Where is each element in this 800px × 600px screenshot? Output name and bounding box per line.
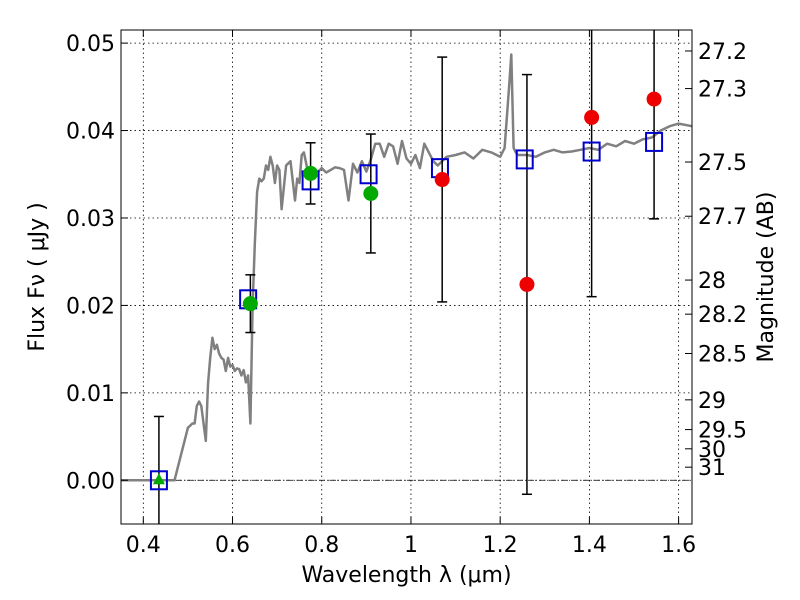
red-observed-point [434, 172, 450, 188]
y-tick-label: 0.04 [66, 120, 115, 145]
plot-frame [120, 29, 693, 525]
model-square [149, 470, 168, 491]
y-tick-label: 0.00 [66, 469, 115, 494]
x-tick-label: 0.8 [304, 533, 339, 558]
model-square [515, 149, 534, 170]
spectrum-line [121, 53, 693, 482]
magnitude-axis-title: Magnitude (AB) [754, 192, 779, 363]
observed-points [152, 91, 662, 485]
magnitude-tick-label: 29 [698, 389, 726, 414]
x-tick-label: 1.6 [661, 533, 696, 558]
magnitude-tick-label: 27.7 [698, 205, 747, 230]
y-tick-label: 0.01 [66, 382, 115, 407]
red-observed-point [584, 109, 600, 125]
red-observed-point [519, 276, 535, 292]
magnitude-tick-label: 28 [698, 269, 726, 294]
x-tick-label: 1.2 [483, 533, 518, 558]
y-tick-labels: 0.00 0.01 0.02 0.03 0.04 0.05 [66, 32, 115, 494]
green-observed-triangle [152, 473, 165, 485]
model-square [582, 141, 601, 162]
x-tick-labels: 0.4 0.6 0.8 1 1.2 1.4 1.6 [126, 533, 696, 558]
x-tick-label: 0.6 [215, 533, 250, 558]
axis-ticks [121, 30, 692, 524]
model-square [645, 131, 664, 152]
green-observed-point [242, 296, 258, 312]
model-square [359, 164, 378, 185]
magnitude-tick-label: 29.5 [698, 419, 747, 444]
red-observed-point [646, 91, 662, 107]
y-tick-label: 0.02 [66, 294, 115, 319]
model-photometry-squares [149, 131, 664, 491]
x-axis-title: Wavelength λ (μm) [301, 563, 511, 588]
magnitude-tick-label: 28.5 [698, 343, 747, 368]
magnitude-tick-label: 31 [698, 456, 726, 481]
error-bars [153, 30, 660, 524]
green-observed-point [303, 165, 319, 181]
grid-lines [121, 30, 692, 524]
model-spectrum [121, 53, 693, 482]
magnitude-tick-label: 30 [698, 438, 726, 463]
y-tick-label: 0.03 [66, 207, 115, 232]
x-tick-label: 0.4 [126, 533, 161, 558]
y-axis-title: Flux Fν ( μJy ) [25, 202, 50, 351]
magnitude-tick-label: 27.5 [698, 151, 747, 176]
magnitude-tick-label: 27.2 [698, 40, 747, 65]
x-tick-label: 1.4 [572, 533, 607, 558]
magnitude-tick-label: 28.2 [698, 303, 747, 328]
magnitude-tick-label: 27.3 [698, 78, 747, 103]
x-tick-label: 1 [404, 533, 418, 558]
green-observed-point [363, 186, 379, 202]
y-tick-label: 0.05 [66, 32, 115, 57]
